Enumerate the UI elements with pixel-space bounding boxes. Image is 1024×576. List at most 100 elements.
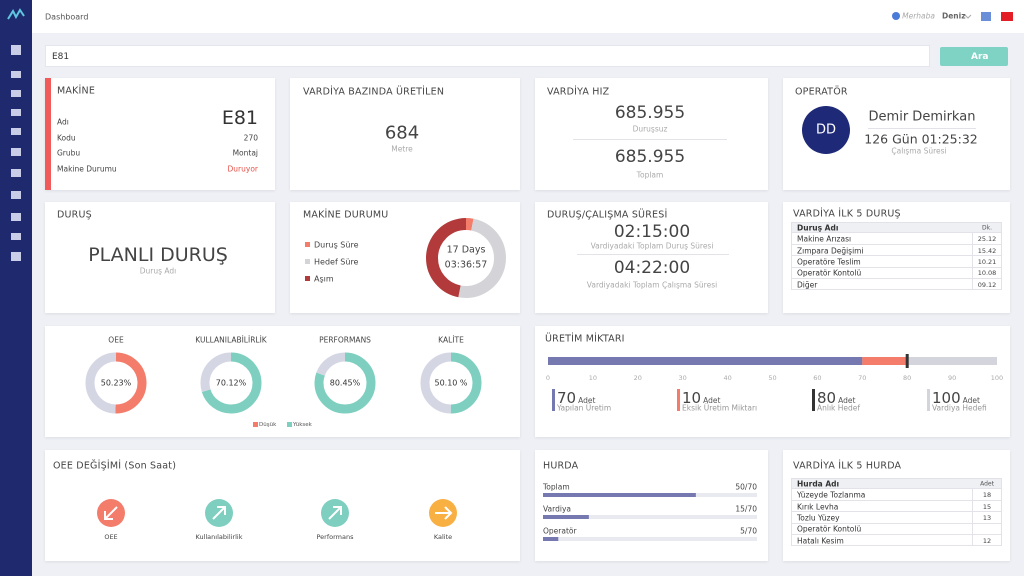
- cell-divider: [972, 244, 973, 257]
- header-icons: [892, 12, 1013, 21]
- stat-unit: Adet: [838, 396, 856, 405]
- cell: 09.12: [977, 280, 997, 289]
- operator-time: 126 Gün 01:25:32: [864, 131, 978, 147]
- donut-center: 03:36:57: [444, 259, 488, 271]
- gauge-title: PERFORMANS: [319, 335, 371, 345]
- trend-label: Kullanılabilirlik: [195, 533, 243, 541]
- table-header: [791, 222, 1002, 234]
- card: [535, 78, 768, 190]
- divider: [573, 139, 727, 140]
- arrow: [104, 506, 118, 520]
- legend-swatch: [287, 422, 292, 427]
- speed-label: Duruşsuz: [632, 124, 668, 134]
- sidebar: [0, 0, 32, 576]
- nav-icon[interactable]: [11, 109, 21, 116]
- search-value: E81: [52, 52, 70, 62]
- divider: [577, 254, 729, 255]
- trend-label: Performans: [316, 533, 354, 541]
- table-row: [791, 267, 1002, 279]
- cell: Operatöre Teslim: [797, 257, 861, 267]
- cell: Zımpara Değişimi: [797, 246, 864, 255]
- cell: 10.21: [977, 257, 997, 266]
- logo[interactable]: [7, 8, 25, 20]
- missing-bar: [862, 357, 908, 365]
- legend-label: Yüksek: [293, 421, 312, 428]
- card-title: VARDİYA HIZ: [547, 86, 610, 98]
- legend-label: Duruş Süre: [314, 240, 359, 250]
- scrap-bar: [543, 515, 589, 519]
- table-row: [791, 279, 1002, 291]
- apps-icon[interactable]: [981, 12, 991, 21]
- card-title: VARDİYA İLK 5 DURUŞ: [793, 208, 901, 220]
- notification-icon[interactable]: [892, 12, 900, 20]
- field-label: Adı: [57, 117, 69, 127]
- stat-label: Yapılan Üretim: [557, 403, 612, 413]
- x-tick-label: 0: [545, 374, 551, 382]
- cell: Operatör Kontolü: [797, 268, 862, 278]
- cell-divider: [972, 256, 973, 268]
- avatar: [802, 106, 850, 154]
- stat-accent: [677, 389, 680, 411]
- search-button[interactable]: [940, 47, 1008, 66]
- card: [45, 326, 520, 437]
- operator-time-label: Çalışma Süresi: [891, 146, 947, 156]
- cell: Operatör Kontolü: [797, 524, 862, 534]
- arrow: [435, 506, 453, 520]
- card: [290, 78, 520, 190]
- cell: 10.08: [977, 269, 997, 278]
- cell-divider: [972, 523, 973, 535]
- sidebar-icons: [7, 8, 25, 261]
- x-tick-label: 90: [947, 374, 957, 382]
- field-label: Makine Durumu: [57, 164, 117, 174]
- scrap-value: 5/70: [740, 526, 757, 536]
- gauge-title: OEE: [108, 335, 124, 345]
- avatar-initials: DD: [815, 122, 837, 138]
- gauge-track: [85, 352, 147, 414]
- scrap-value: 50/70: [735, 482, 757, 492]
- language-flag[interactable]: [1001, 12, 1013, 21]
- dropdown-caret[interactable]: [964, 14, 972, 19]
- search-box[interactable]: [45, 45, 930, 67]
- nav-icon[interactable]: [11, 71, 21, 78]
- gauge-title: KALİTE: [438, 335, 464, 345]
- search-button-label: Ara: [971, 52, 989, 62]
- cell: 15: [982, 502, 992, 511]
- cell: 13: [982, 513, 992, 522]
- x-tick-label: 60: [813, 374, 822, 382]
- card: [535, 450, 768, 561]
- card-title: MAKİNE DURUMU: [303, 209, 389, 221]
- nav-icon[interactable]: [11, 252, 21, 261]
- stat-value: 10: [682, 389, 702, 407]
- scrap-label: Toplam: [543, 482, 570, 492]
- cell-divider: [972, 512, 973, 524]
- stat-accent: [812, 389, 815, 411]
- cell: Tozlu Yüzey: [797, 513, 840, 523]
- legend-label: Hedef Süre: [314, 257, 359, 267]
- gauge-track: [420, 352, 482, 414]
- nav-icon[interactable]: [11, 90, 21, 97]
- table-header: [791, 478, 1002, 490]
- column-header: Duruş Adı: [797, 223, 839, 233]
- cell-divider: [972, 535, 973, 547]
- cell: 12: [982, 536, 992, 545]
- stat-label: Eksik Üretim Miktarı: [682, 403, 758, 413]
- nav-icon[interactable]: [11, 233, 21, 240]
- nav-icon[interactable]: [11, 191, 21, 199]
- card-title: MAKİNE: [57, 85, 96, 97]
- x-tick-label: 50: [768, 374, 777, 382]
- nav-icon[interactable]: [11, 148, 21, 156]
- speed-value: 685.955: [614, 103, 686, 123]
- nav-icon[interactable]: [11, 128, 21, 135]
- stat: 100 Adet: [932, 388, 980, 407]
- cell: Makine Arızası: [797, 234, 852, 244]
- legend-swatch: [305, 259, 310, 264]
- cell-divider: [972, 489, 973, 501]
- field-value: Duruyor: [227, 164, 258, 174]
- nav-icon[interactable]: [11, 213, 21, 221]
- nav-icon[interactable]: [11, 45, 21, 55]
- stop-label: Duruş Adı: [139, 266, 177, 276]
- card-title: ÜRETİM MİKTARI: [545, 333, 625, 345]
- legend-label: Düşük: [259, 421, 277, 428]
- nav-icon[interactable]: [11, 169, 21, 177]
